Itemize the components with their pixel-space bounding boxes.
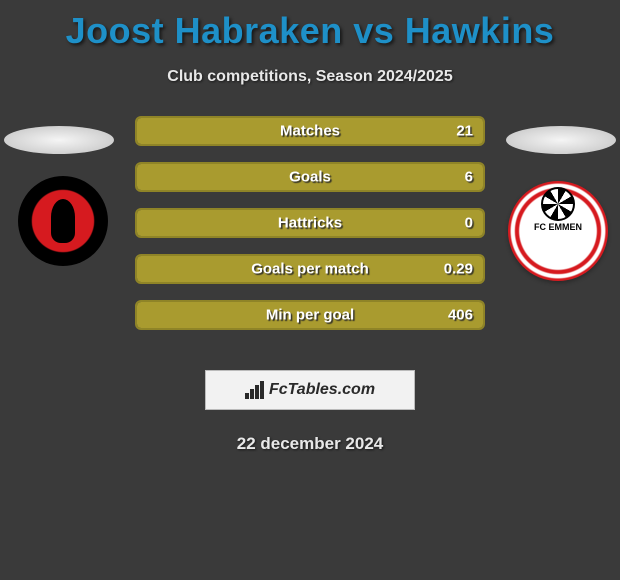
comparison-subtitle: Club competitions, Season 2024/2025 xyxy=(0,68,620,86)
player-avatar-right-placeholder xyxy=(506,126,616,154)
stat-label: Hattricks xyxy=(278,215,342,232)
comparison-title: Joost Habraken vs Hawkins xyxy=(0,0,620,52)
club-badge-right xyxy=(508,181,608,281)
stat-bar: Matches 21 xyxy=(135,116,485,146)
stat-bar: Min per goal 406 xyxy=(135,300,485,330)
brand-text: FcTables.com xyxy=(269,381,375,399)
stat-value: 0 xyxy=(465,215,473,232)
bars-chart-icon xyxy=(245,381,267,399)
stat-value: 6 xyxy=(465,169,473,186)
stats-area: Matches 21 Goals 6 Hattricks 0 Goals per… xyxy=(0,126,620,356)
club-badge-left xyxy=(18,176,108,266)
brand-badge: FcTables.com xyxy=(205,370,415,410)
stat-bars: Matches 21 Goals 6 Hattricks 0 Goals per… xyxy=(135,116,485,346)
player-avatar-left-placeholder xyxy=(4,126,114,154)
stat-label: Min per goal xyxy=(266,307,354,324)
stat-label: Goals xyxy=(289,169,331,186)
stat-value: 406 xyxy=(448,307,473,324)
stat-label: Matches xyxy=(280,123,340,140)
stat-value: 0.29 xyxy=(444,261,473,278)
stat-bar: Goals 6 xyxy=(135,162,485,192)
stat-bar: Goals per match 0.29 xyxy=(135,254,485,284)
stat-label: Goals per match xyxy=(251,261,369,278)
stat-value: 21 xyxy=(456,123,473,140)
stat-bar: Hattricks 0 xyxy=(135,208,485,238)
snapshot-date: 22 december 2024 xyxy=(0,434,620,454)
